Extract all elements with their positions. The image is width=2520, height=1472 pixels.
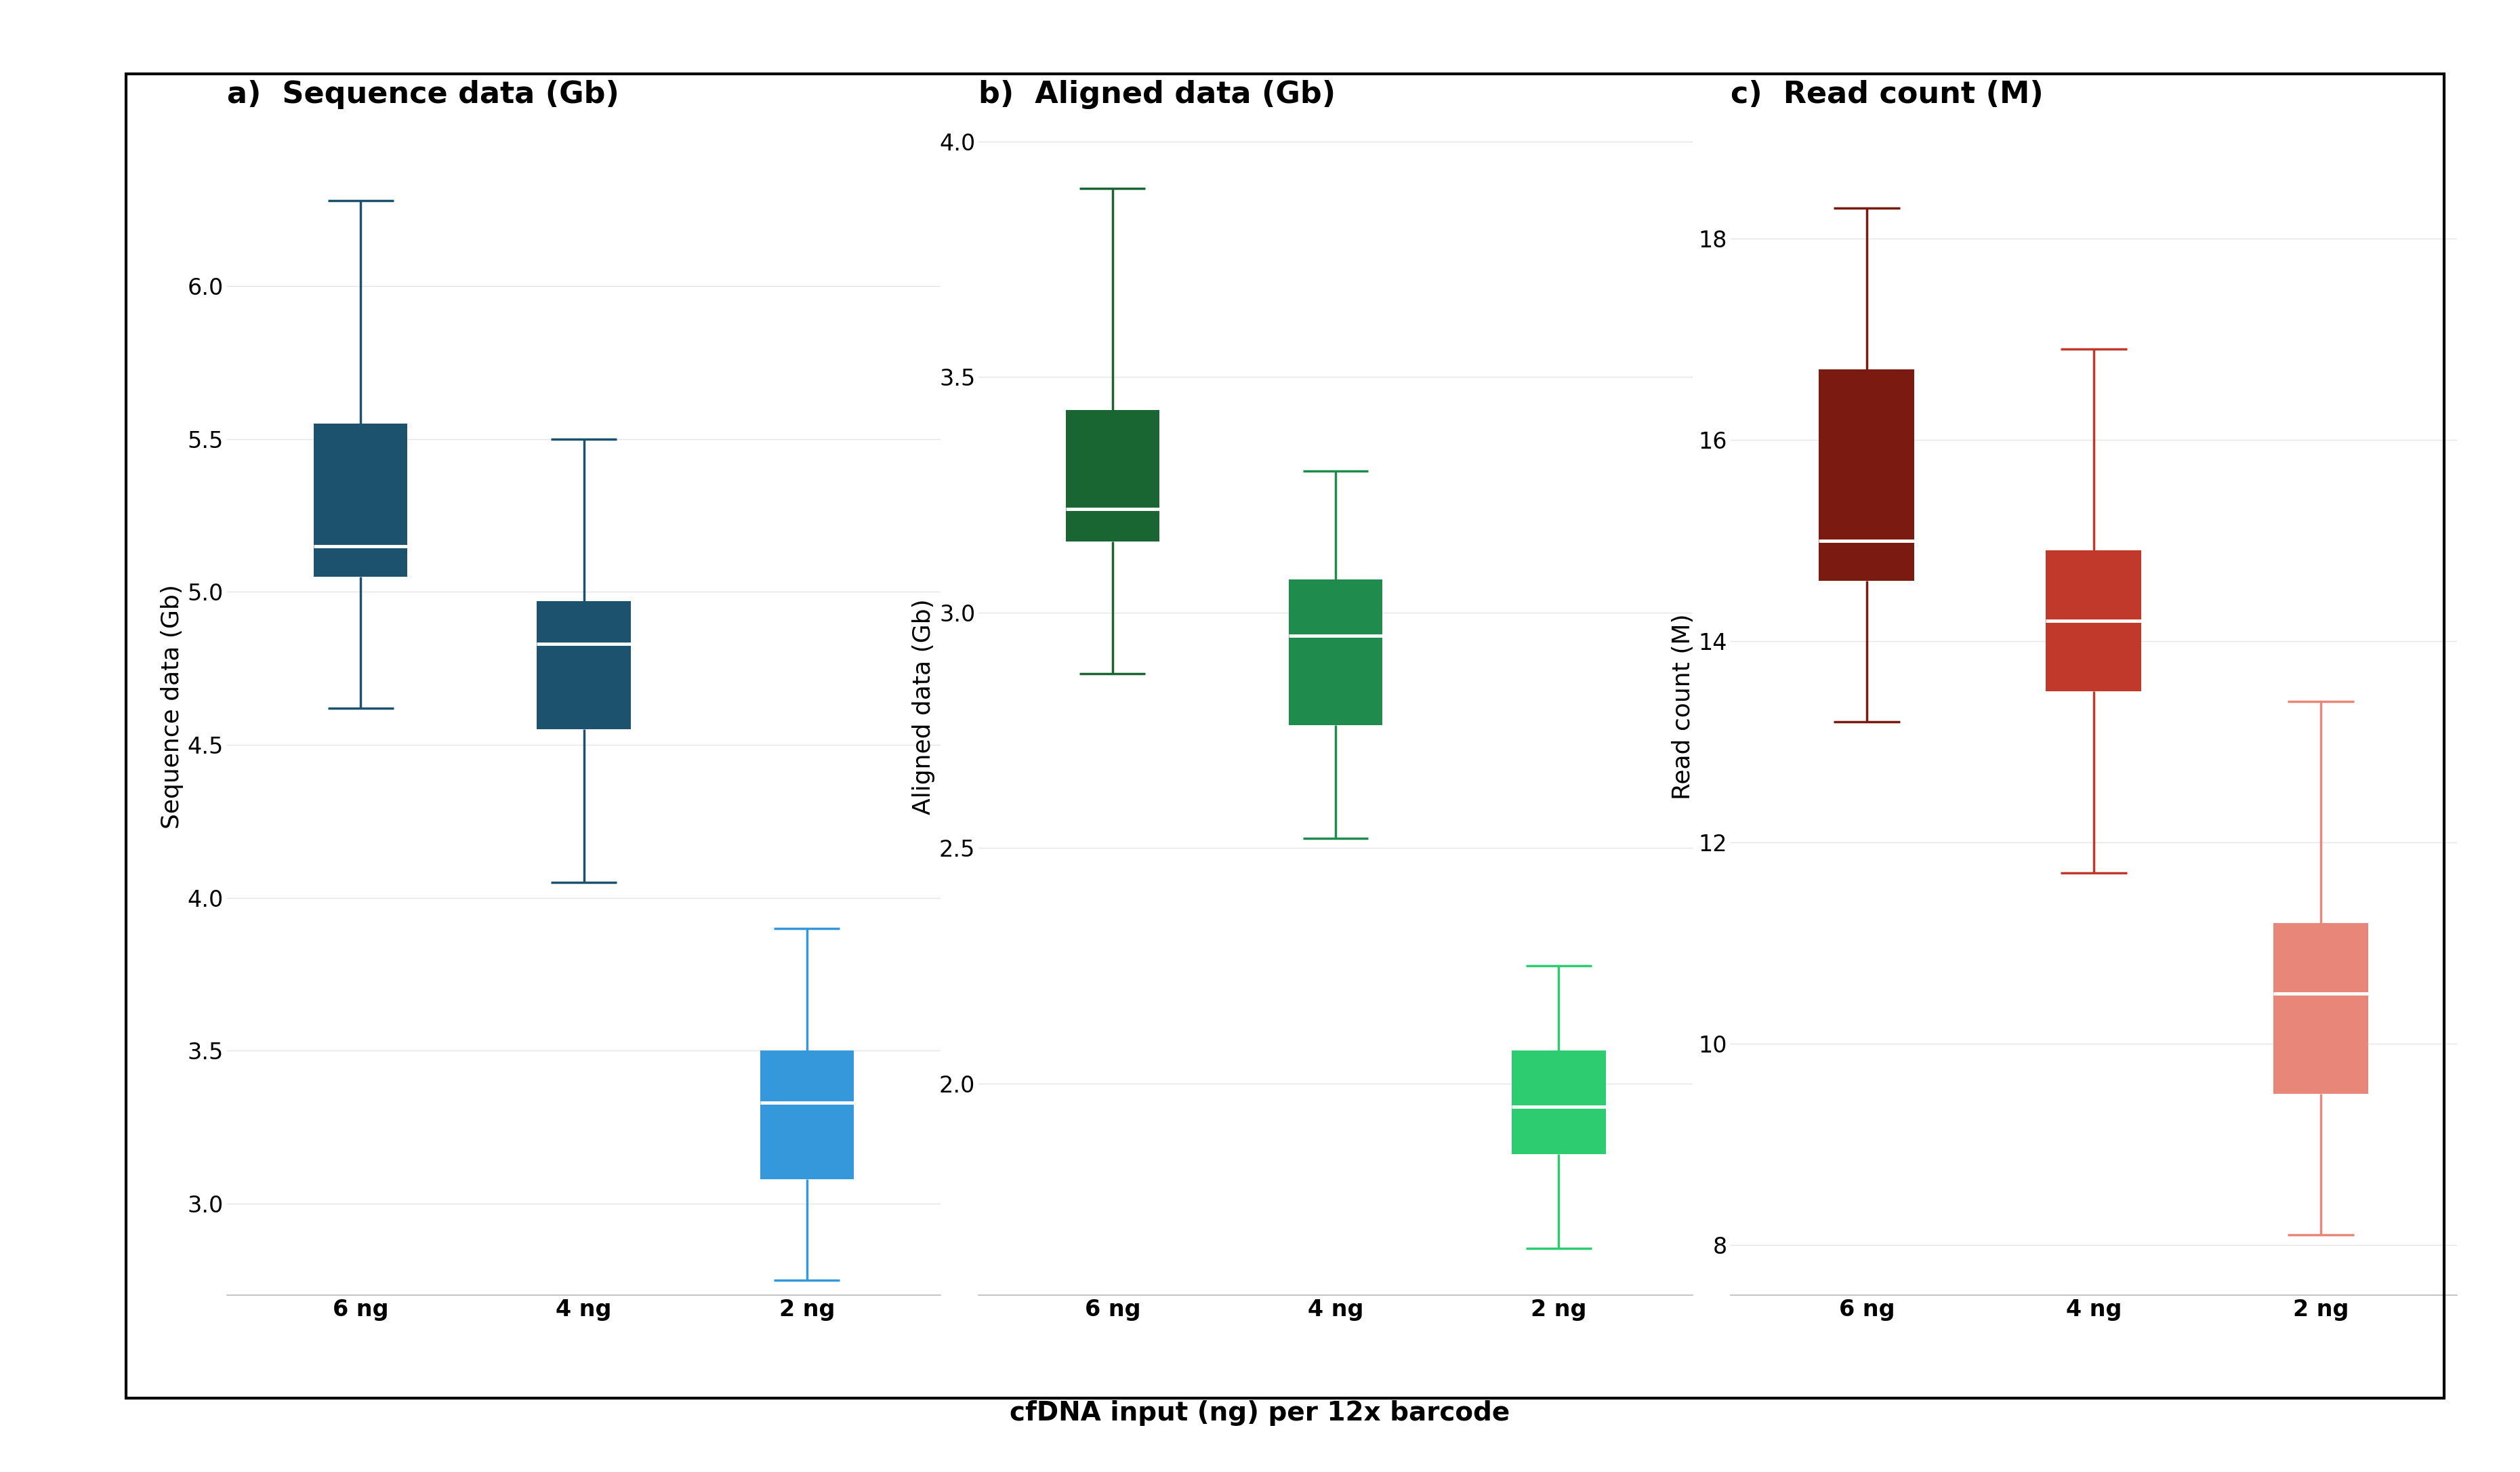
Text: b)  Aligned data (Gb): b) Aligned data (Gb): [978, 79, 1336, 109]
Text: a)  Sequence data (Gb): a) Sequence data (Gb): [227, 79, 620, 109]
Bar: [315, 424, 408, 577]
Y-axis label: Read count (M): Read count (M): [1671, 614, 1693, 799]
Text: c)  Read count (M): c) Read count (M): [1731, 79, 2044, 109]
Bar: [1819, 369, 1915, 581]
Bar: [1288, 580, 1383, 726]
Bar: [537, 601, 630, 730]
Y-axis label: Aligned data (Gb): Aligned data (Gb): [912, 599, 935, 814]
Bar: [2046, 551, 2142, 692]
Text: cfDNA input (ng) per 12x barcode: cfDNA input (ng) per 12x barcode: [1011, 1400, 1509, 1426]
Bar: [1512, 1051, 1605, 1154]
Y-axis label: Sequence data (Gb): Sequence data (Gb): [161, 584, 184, 829]
Bar: [1066, 409, 1159, 542]
Bar: [761, 1051, 854, 1179]
Bar: [2273, 923, 2369, 1094]
